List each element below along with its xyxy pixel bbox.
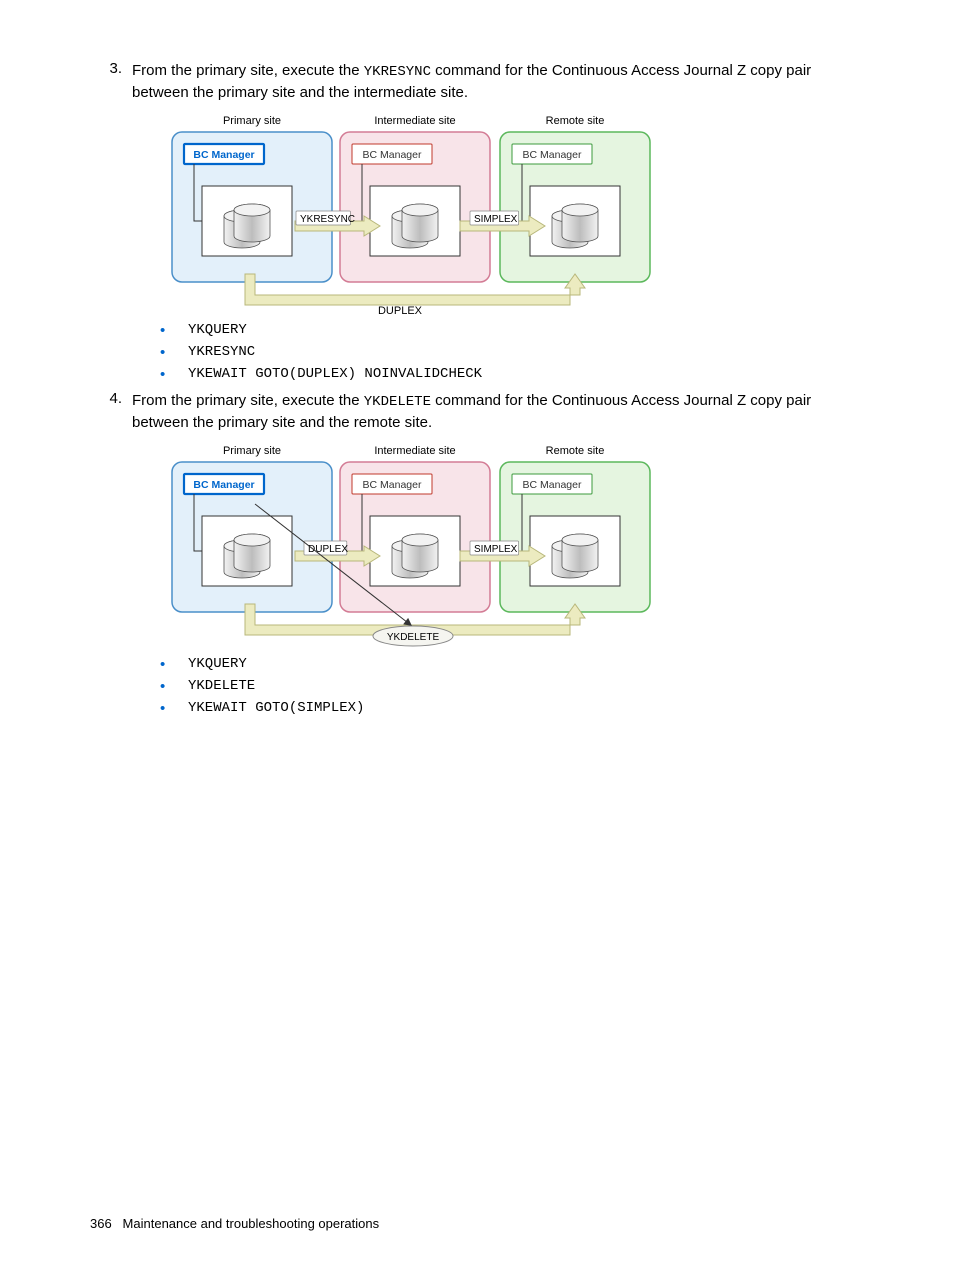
step-3-commands: YKQUERY YKRESYNC YKEWAIT GOTO(DUPLEX) NO… xyxy=(160,322,864,382)
step-4: 4. From the primary site, execute the YK… xyxy=(90,390,864,434)
svg-text:Intermediate site: Intermediate site xyxy=(374,445,455,457)
step-4-commands: YKQUERY YKDELETE YKEWAIT GOTO(SIMPLEX) xyxy=(160,656,864,716)
step-text: From the primary site, execute the YKRES… xyxy=(132,60,864,104)
svg-text:Primary site: Primary site xyxy=(223,115,281,127)
step-number: 3. xyxy=(90,60,132,104)
svg-text:BC Manager: BC Manager xyxy=(193,479,254,491)
diagram-svg: Primary site BC Manager Intermediate site B… xyxy=(160,114,660,314)
diagram-1: Primary site BC Manager Intermediate site B… xyxy=(160,114,864,314)
diagram-2: Primary site BC Manager Intermediate site B… xyxy=(160,444,864,648)
svg-text:YKDELETE: YKDELETE xyxy=(387,632,440,643)
list-item: YKQUERY xyxy=(160,656,864,672)
svg-text:BC Manager: BC Manager xyxy=(523,149,582,161)
text: From the primary site, execute the xyxy=(132,62,364,79)
svg-text:Intermediate site: Intermediate site xyxy=(374,115,455,127)
command: YKDELETE xyxy=(364,394,431,410)
svg-text:Remote site: Remote site xyxy=(546,115,605,127)
list-item: YKEWAIT GOTO(DUPLEX) NOINVALIDCHECK xyxy=(160,366,864,382)
svg-text:BC Manager: BC Manager xyxy=(193,149,254,161)
step-number: 4. xyxy=(90,390,132,434)
command: YKRESYNC xyxy=(364,64,431,80)
footer-title: Maintenance and troubleshooting operatio… xyxy=(123,1216,380,1231)
page-number: 366 xyxy=(90,1216,112,1231)
svg-text:BC Manager: BC Manager xyxy=(523,479,582,491)
svg-text:BC Manager: BC Manager xyxy=(363,149,422,161)
step-3: 3. From the primary site, execute the YK… xyxy=(90,60,864,104)
svg-text:Remote site: Remote site xyxy=(546,445,605,457)
page-content: 3. From the primary site, execute the YK… xyxy=(0,0,954,764)
diagram-svg: Primary site BC Manager Intermediate site B… xyxy=(160,444,660,648)
list-item: YKEWAIT GOTO(SIMPLEX) xyxy=(160,700,864,716)
svg-text:BC Manager: BC Manager xyxy=(363,479,422,491)
list-item: YKRESYNC xyxy=(160,344,864,360)
svg-text:SIMPLEX: SIMPLEX xyxy=(474,214,518,225)
page-footer: 366 Maintenance and troubleshooting oper… xyxy=(90,1216,379,1231)
text: From the primary site, execute the xyxy=(132,392,364,409)
svg-text:DUPLEX: DUPLEX xyxy=(378,305,423,314)
list-item: YKQUERY xyxy=(160,322,864,338)
step-text: From the primary site, execute the YKDEL… xyxy=(132,390,864,434)
svg-text:Primary site: Primary site xyxy=(223,445,281,457)
list-item: YKDELETE xyxy=(160,678,864,694)
svg-text:YKRESYNC: YKRESYNC xyxy=(300,214,355,225)
svg-text:SIMPLEX: SIMPLEX xyxy=(474,544,518,555)
